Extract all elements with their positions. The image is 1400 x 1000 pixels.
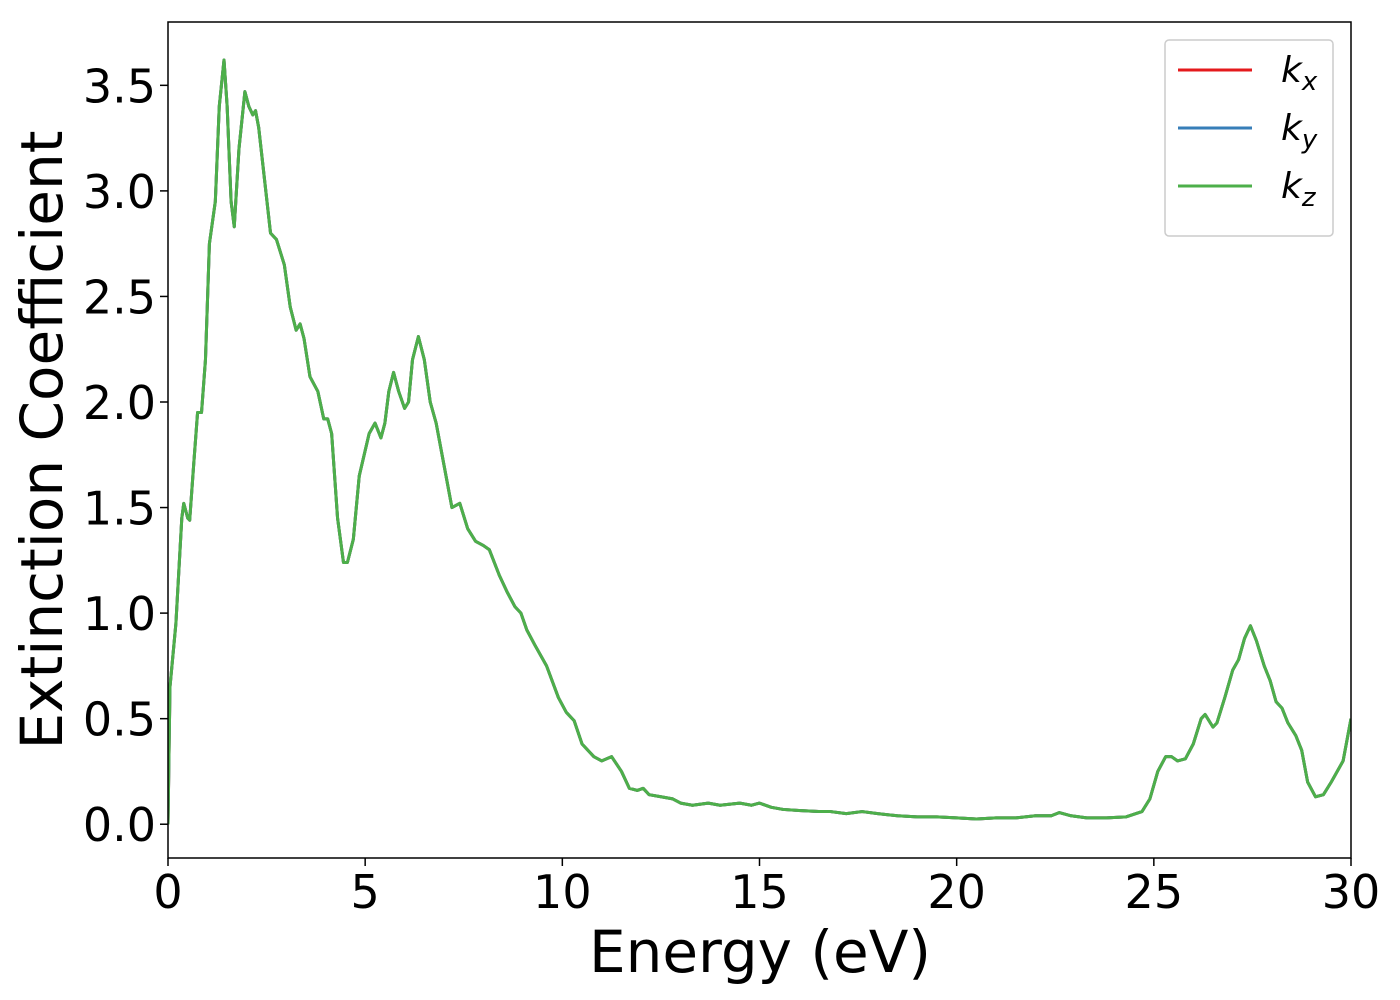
y-tick-label: 1.5 xyxy=(83,482,156,536)
legend-label: kz xyxy=(1281,166,1317,213)
x-tick-label: 30 xyxy=(1322,865,1381,919)
y-axis-label: Extinction Coefficient xyxy=(8,131,76,750)
y-tick-label: 1.0 xyxy=(83,587,156,641)
x-tick-label: 10 xyxy=(533,865,592,919)
series-line xyxy=(168,58,1351,825)
x-tick-label: 25 xyxy=(1125,865,1184,919)
legend-label: kx xyxy=(1281,50,1318,97)
y-tick-label: 0.0 xyxy=(83,798,156,852)
x-tick-label: 20 xyxy=(927,865,986,919)
y-tick-label: 0.5 xyxy=(83,693,156,747)
x-tick-label: 15 xyxy=(730,865,789,919)
x-tick-label: 0 xyxy=(153,865,182,919)
y-tick-label: 2.5 xyxy=(83,270,156,324)
x-tick-label: 5 xyxy=(351,865,380,919)
plot-frame xyxy=(167,21,1352,859)
y-tick-label: 2.0 xyxy=(83,376,156,430)
x-axis-label: Energy (eV) xyxy=(589,918,931,986)
y-tick-label: 3.0 xyxy=(83,165,156,219)
legend-label: ky xyxy=(1281,108,1318,155)
y-tick-label: 3.5 xyxy=(83,59,156,113)
